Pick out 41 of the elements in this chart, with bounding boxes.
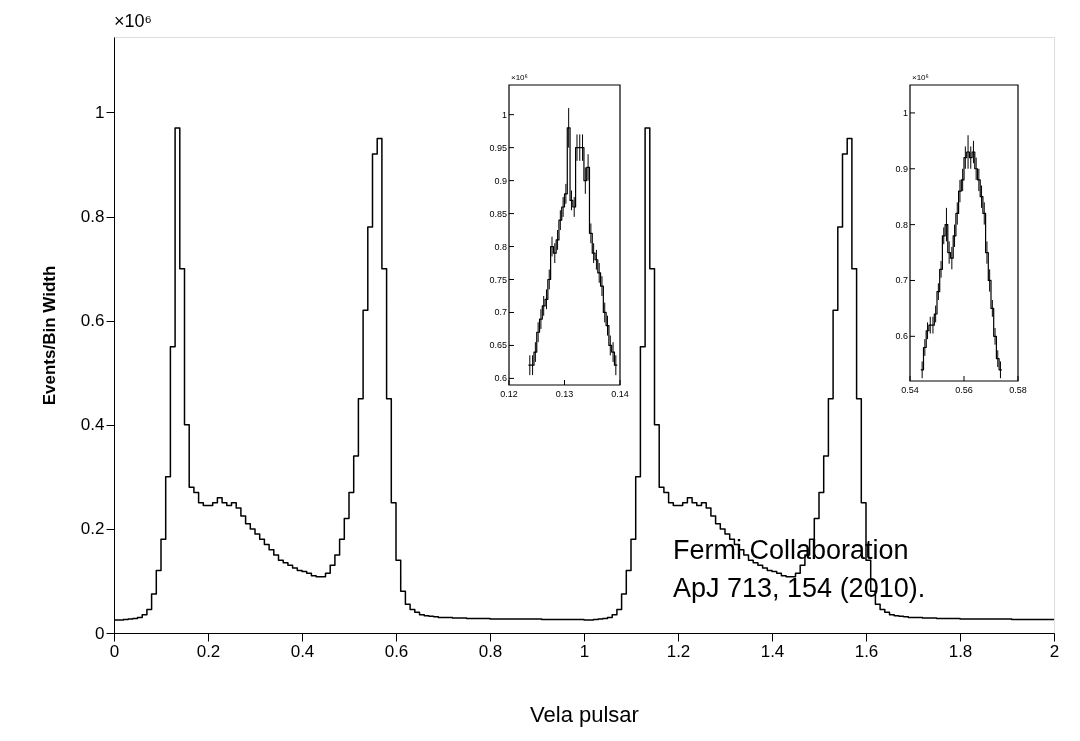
x-tick-label: 0.13 (555, 389, 574, 399)
y-tick-label: 0.9 (895, 163, 908, 174)
x-axis-title: Vela pulsar (530, 701, 639, 727)
y-tick-label: 0.2 (80, 519, 105, 539)
y-tick-label: 0.6 (494, 373, 507, 384)
x-tick-label: 1.6 (854, 641, 879, 661)
y-tick-label: 0 (95, 623, 105, 643)
y-tick-label: 0.6 (80, 311, 105, 331)
y-tick-label: 0.8 (895, 219, 908, 230)
y-tick-label: 0.95 (489, 142, 507, 153)
x-tick-label: 0.6 (384, 641, 409, 661)
x-tick-label: 0.56 (955, 385, 973, 395)
x-tick-label: 0.4 (290, 641, 315, 661)
annotation: ×10⁶ (511, 73, 528, 82)
x-tick-label: 1 (579, 641, 590, 661)
x-tick-label: 2 (1049, 641, 1060, 661)
x-tick-label: 1.4 (760, 641, 785, 661)
y-tick-label: 0.9 (494, 175, 507, 186)
x-tick-label: 0.2 (196, 641, 221, 661)
y-tick-label: 0.75 (489, 274, 507, 285)
annotation: ×10⁶ (912, 73, 929, 82)
y-tick-label: 1 (501, 109, 507, 120)
y-tick-label: 0.8 (494, 241, 507, 252)
x-tick-label: 0.14 (611, 389, 629, 399)
x-tick-label: 0.54 (901, 385, 919, 395)
x-tick-label: 1.2 (666, 641, 691, 661)
y-axis-title: Events/Bin Width (39, 265, 59, 406)
x-tick-label: 1.8 (948, 641, 973, 661)
x-tick-label: 0.58 (1009, 385, 1027, 395)
y-tick-label: 0.65 (489, 340, 507, 351)
y-tick-label: 1 (902, 107, 908, 118)
x-tick-label: 0 (109, 641, 120, 661)
x-tick-label: 0.12 (500, 389, 518, 399)
y-tick-label: 0.7 (494, 307, 507, 318)
y-tick-label: 1 (95, 102, 105, 122)
y-tick-label: 0.85 (489, 208, 507, 219)
y-tick-label: 0.7 (895, 275, 908, 286)
y-tick-label: 0.8 (80, 207, 105, 227)
y-tick-label: 0.4 (80, 415, 105, 435)
y-tick-label: 0.6 (895, 331, 908, 342)
text: ×10⁶ (114, 11, 152, 31)
